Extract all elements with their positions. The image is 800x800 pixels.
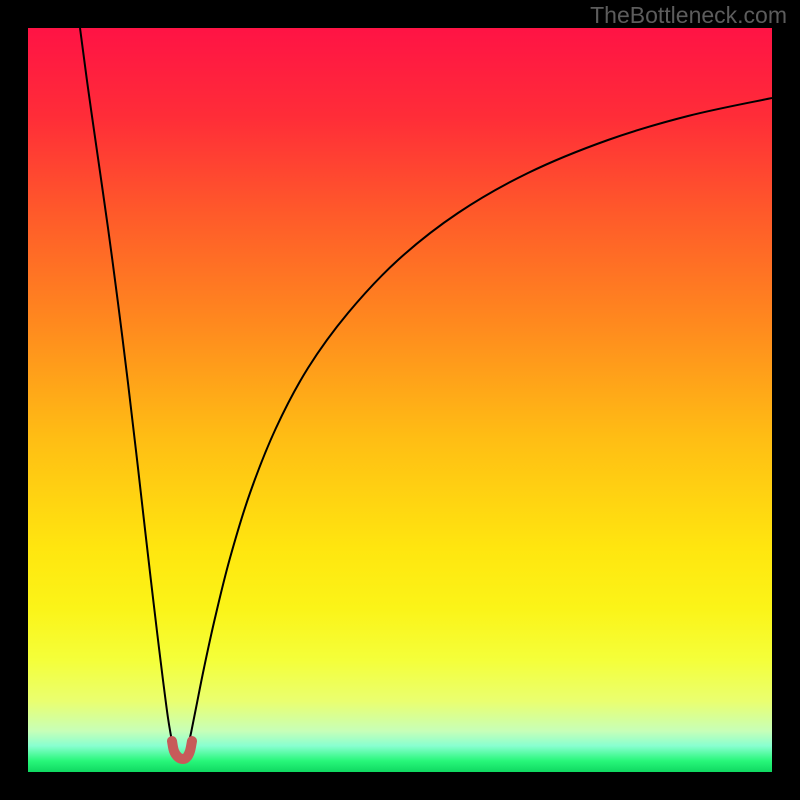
plot-area bbox=[28, 28, 772, 772]
watermark-text: TheBottleneck.com bbox=[590, 2, 787, 29]
chart-svg bbox=[28, 28, 772, 772]
gradient-background bbox=[28, 28, 772, 772]
